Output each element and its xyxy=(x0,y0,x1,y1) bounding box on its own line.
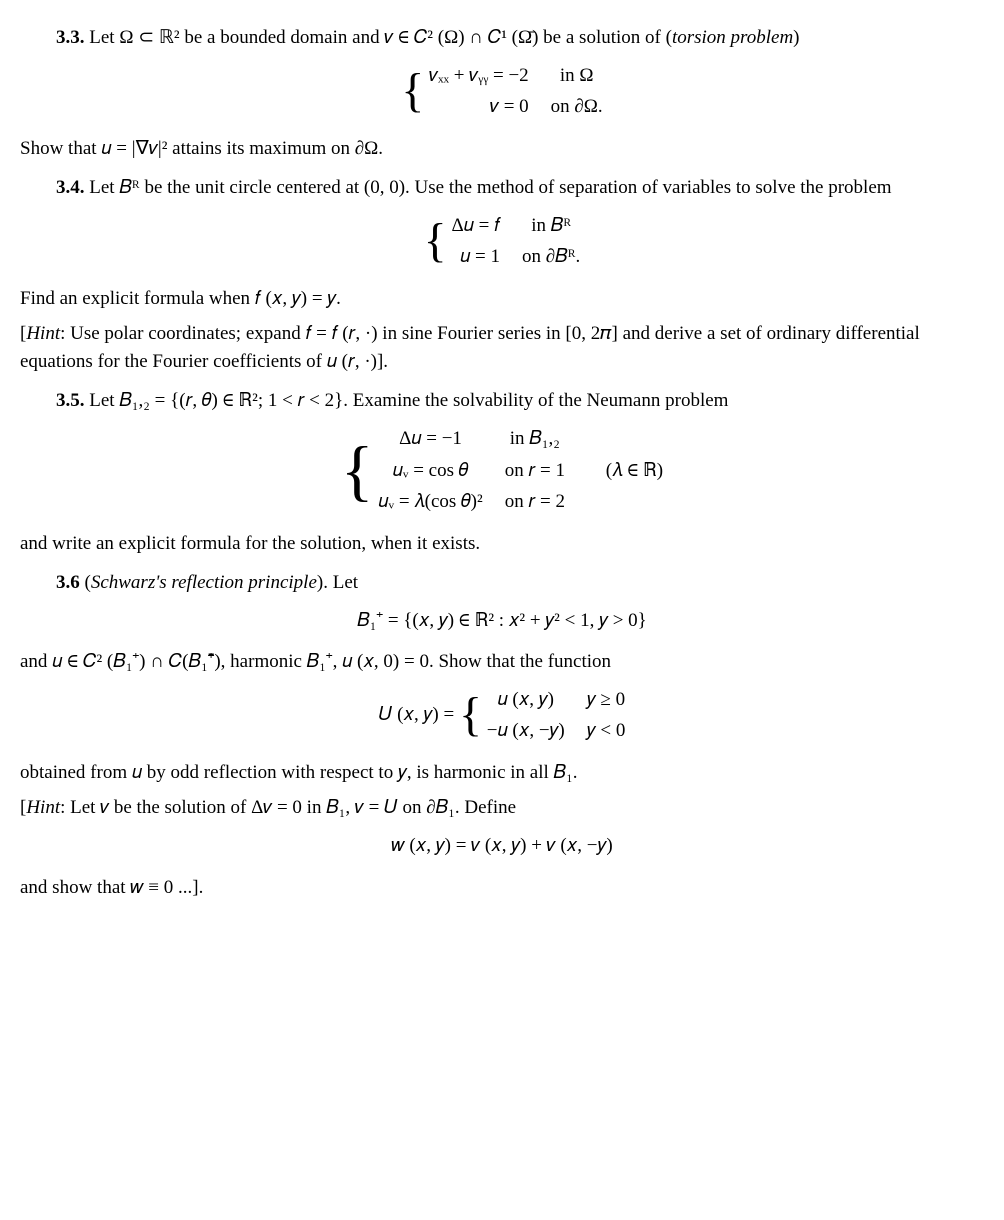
eq-3-3-l2: 𝑣 = 0 xyxy=(429,93,529,121)
problem-3-5-text: Let 𝐵₁,₂ = {(𝑟, 𝜃) ∈ ℝ²; 1 < 𝑟 < 2}. Exa… xyxy=(85,390,729,411)
problem-3-4-text: Let 𝐵ᴿ be the unit circle centered at (0… xyxy=(85,177,892,198)
problem-3-5-system: { Δ𝑢 = −1 in 𝐵₁,₂ 𝑢ᵥ = cos 𝜃 on 𝑟 = 1 𝑢ᵥ… xyxy=(20,425,984,516)
hint-label: Hint xyxy=(26,323,60,344)
eq-3-4-l2: 𝑢 = 1 xyxy=(451,243,500,271)
problem-3-3-end: ) xyxy=(793,27,799,48)
left-brace: { xyxy=(341,436,374,504)
eq-3-3-r2: on ∂Ω. xyxy=(551,93,603,121)
left-brace: { xyxy=(424,217,447,265)
U-l2: −𝑢 (𝑥, −𝑦) xyxy=(487,717,565,745)
eq-3-5-r2: on 𝑟 = 1 xyxy=(505,457,565,485)
eq-3-4-r2: on ∂𝐵ᴿ. xyxy=(522,243,580,271)
eq-3-5-l1: Δ𝑢 = −1 xyxy=(378,425,482,453)
problem-3-3-label: 3.3. xyxy=(56,27,85,48)
problem-3-6-and: and 𝑢 ∈ 𝐶² (𝐵₁⁺) ∩ 𝐶(𝐵₁⁺̄), harmonic 𝐵₁⁺… xyxy=(20,648,984,676)
problem-3-4-lead: 3.4. Let 𝐵ᴿ be the unit circle centered … xyxy=(20,174,984,202)
problem-3-4-label: 3.4. xyxy=(56,177,85,198)
eq-3-5-r1: in 𝐵₁,₂ xyxy=(505,425,565,453)
U-l1: 𝑢 (𝑥, 𝑦) xyxy=(487,686,565,714)
problem-3-4-system: { Δ𝑢 = 𝑓 in 𝐵ᴿ 𝑢 = 1 on ∂𝐵ᴿ. xyxy=(20,212,984,271)
problem-3-6-hint: [Hint: Let 𝑣 be the solution of Δ𝑣 = 0 i… xyxy=(20,794,984,822)
left-brace: { xyxy=(401,67,424,115)
problem-3-6-after: ). Let xyxy=(317,572,358,593)
problem-3-5-lead: 3.5. Let 𝐵₁,₂ = {(𝑟, 𝜃) ∈ ℝ²; 1 < 𝑟 < 2}… xyxy=(20,387,984,415)
problem-3-6-wdef: 𝑤 (𝑥, 𝑦) = 𝑣 (𝑥, 𝑦) + 𝑣 (𝑥, −𝑦) xyxy=(20,832,984,860)
problem-3-6-U: 𝑈 (𝑥, 𝑦) = { 𝑢 (𝑥, 𝑦) 𝑦 ≥ 0 −𝑢 (𝑥, −𝑦) 𝑦… xyxy=(20,686,984,745)
problem-3-3-tail: Show that 𝑢 = |∇𝑣|² attains its maximum … xyxy=(20,135,984,163)
eq-3-5-side: (𝜆 ∈ ℝ) xyxy=(606,457,663,485)
eq-3-3-l1: 𝑣ₓₓ + 𝑣ᵧᵧ = −2 xyxy=(429,62,529,90)
hint-body: : Use polar coordinates; expand 𝑓 = 𝑓 (𝑟… xyxy=(20,323,920,372)
eq-3-4-l1: Δ𝑢 = 𝑓 xyxy=(451,212,500,240)
problem-3-6-label: 3.6 xyxy=(56,572,80,593)
hint-body: : Let 𝑣 be the solution of Δ𝑣 = 0 in 𝐵₁,… xyxy=(60,797,516,818)
eq-3-4-r1: in 𝐵ᴿ xyxy=(522,212,580,240)
problem-3-5-tail: and write an explicit formula for the so… xyxy=(20,530,984,558)
U-lhs: 𝑈 (𝑥, 𝑦) = xyxy=(379,704,459,725)
eq-3-5-l3: 𝑢ᵥ = 𝜆(cos 𝜃)² xyxy=(378,488,482,516)
problem-3-6-setdef: 𝐵₁⁺ = {(𝑥, 𝑦) ∈ ℝ² : 𝑥² + 𝑦² < 1, 𝑦 > 0} xyxy=(20,607,984,635)
eq-3-5-r3: on 𝑟 = 2 xyxy=(505,488,565,516)
problem-3-4-hint: [Hint: Use polar coordinates; expand 𝑓 =… xyxy=(20,320,984,375)
problem-3-6-lead: 3.6 (Schwarz's reflection principle). Le… xyxy=(20,569,984,597)
U-r2: 𝑦 < 0 xyxy=(587,717,626,745)
eq-3-5-l2: 𝑢ᵥ = cos 𝜃 xyxy=(378,457,482,485)
hint-label: Hint xyxy=(26,797,60,818)
problem-3-6-ital: Schwarz's reflection principle xyxy=(91,572,317,593)
problem-3-5-label: 3.5. xyxy=(56,390,85,411)
eq-3-3-r1: in Ω xyxy=(551,62,603,90)
problem-3-4-find: Find an explicit formula when 𝑓 (𝑥, 𝑦) =… xyxy=(20,285,984,313)
U-r1: 𝑦 ≥ 0 xyxy=(587,686,626,714)
problem-3-3-lead: 3.3. Let Ω ⊂ ℝ² be a bounded domain and … xyxy=(20,24,984,52)
problem-3-3-system: { 𝑣ₓₓ + 𝑣ᵧᵧ = −2 in Ω 𝑣 = 0 on ∂Ω. xyxy=(20,62,984,121)
problem-3-6-obtained: obtained from 𝑢 by odd reflection with r… xyxy=(20,759,984,787)
left-brace: { xyxy=(459,691,482,739)
problem-3-6-show: and show that 𝑤 ≡ 0 ...]. xyxy=(20,874,984,902)
problem-3-3-ital: torsion problem xyxy=(672,27,793,48)
problem-3-3-text: Let Ω ⊂ ℝ² be a bounded domain and 𝑣 ∈ 𝐶… xyxy=(85,27,672,48)
